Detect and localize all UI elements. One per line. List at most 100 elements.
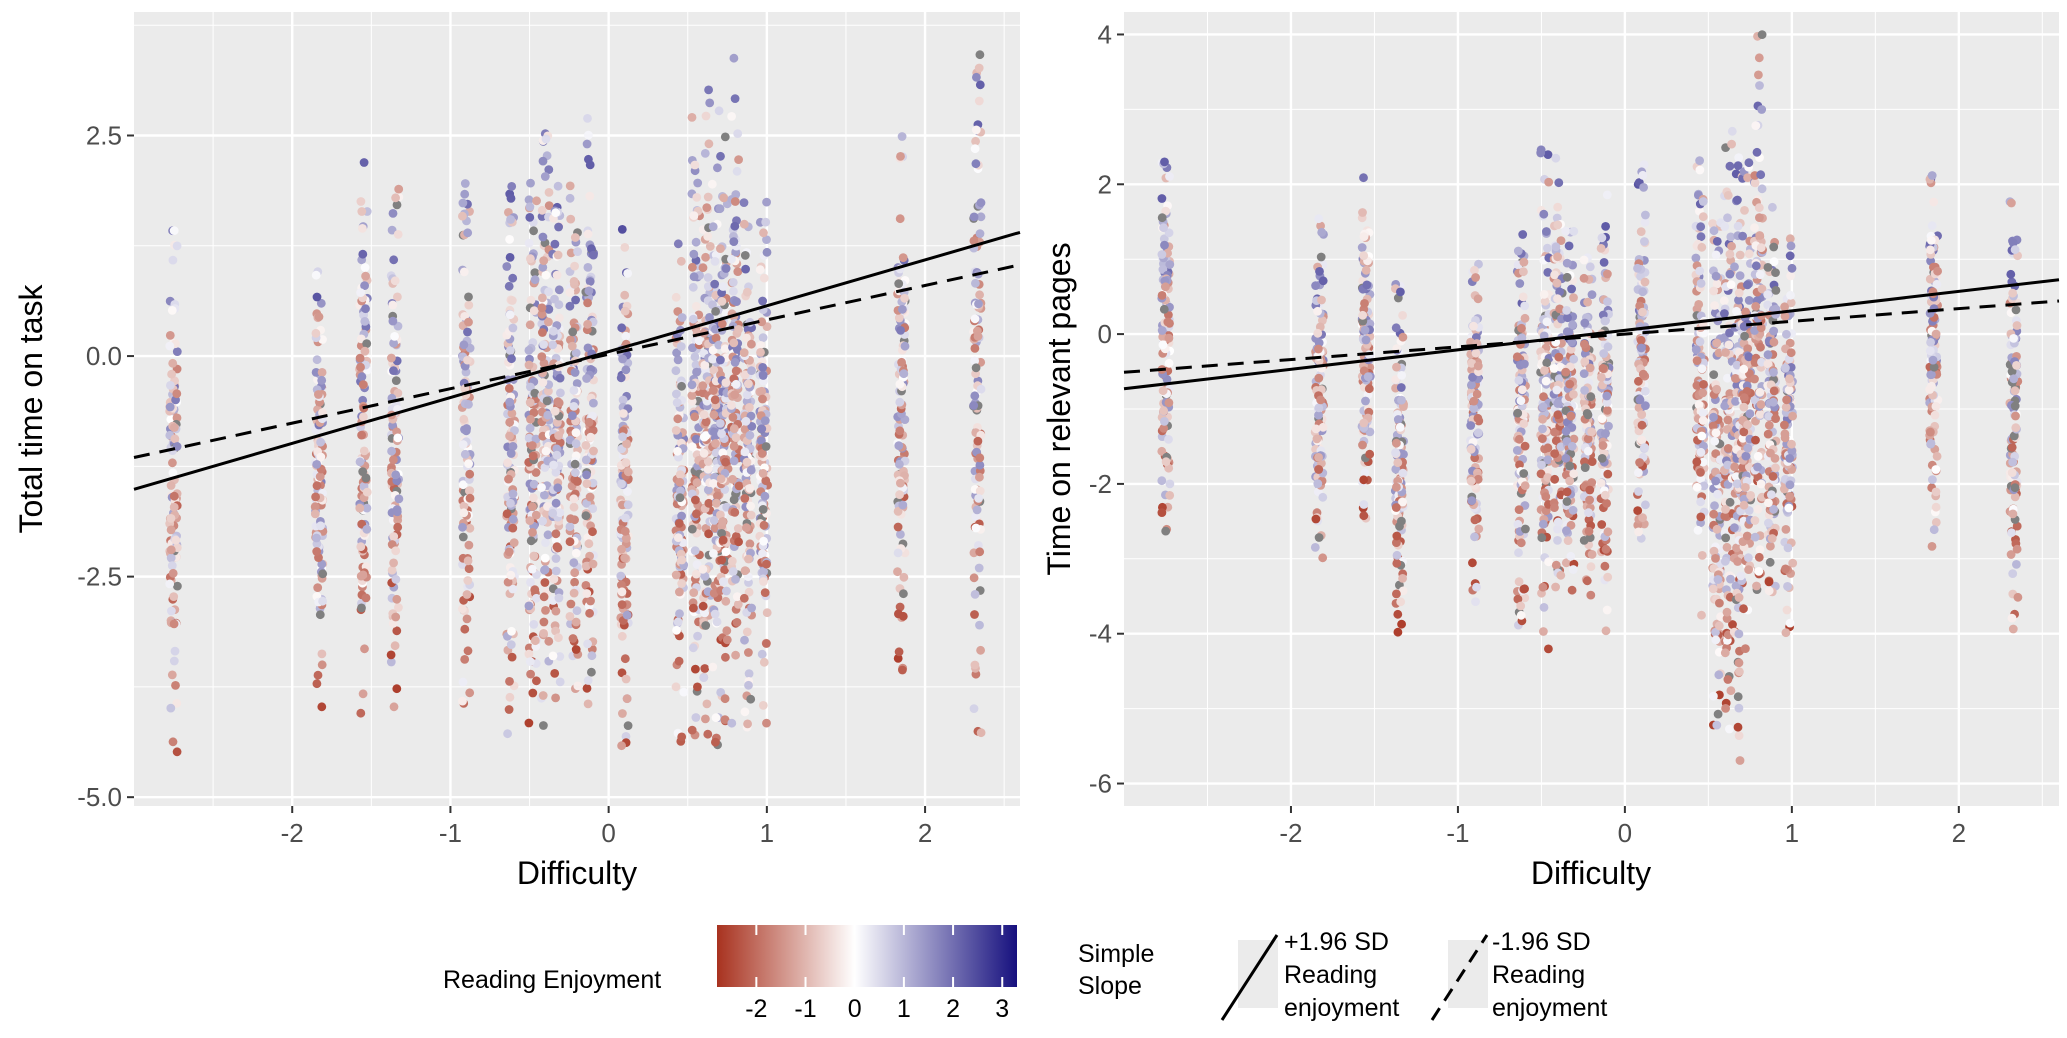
data-point: [556, 678, 565, 687]
data-point: [1696, 497, 1705, 506]
data-point: [622, 675, 631, 684]
data-point: [1162, 457, 1171, 466]
data-point: [313, 679, 322, 688]
data-point: [1467, 445, 1476, 454]
data-point: [1474, 428, 1483, 437]
data-point: [1519, 293, 1528, 302]
data-point: [1699, 380, 1708, 389]
data-point: [357, 197, 366, 206]
data-point: [387, 354, 396, 363]
data-point: [1165, 172, 1174, 181]
data-point: [1755, 231, 1764, 240]
data-point: [165, 580, 174, 589]
data-point: [618, 632, 627, 641]
data-point: [1365, 384, 1374, 393]
data-point: [166, 381, 175, 390]
data-point: [464, 318, 473, 327]
data-point: [583, 640, 592, 649]
data-point: [507, 640, 516, 649]
data-point: [741, 251, 750, 260]
data-point: [1539, 583, 1548, 592]
data-point: [167, 526, 176, 535]
data-point: [1164, 435, 1173, 444]
data-point: [624, 500, 633, 509]
data-point: [168, 359, 177, 368]
data-point: [1553, 252, 1562, 261]
data-point: [1742, 452, 1751, 461]
data-point: [1732, 307, 1741, 316]
data-point: [391, 470, 400, 479]
data-point: [391, 613, 400, 622]
data-point: [1471, 516, 1480, 525]
data-point: [1563, 259, 1572, 268]
data-point: [759, 701, 768, 710]
data-point: [1580, 256, 1589, 265]
data-point: [688, 525, 697, 534]
data-point: [1754, 505, 1763, 514]
data-point: [1638, 171, 1647, 180]
data-point: [392, 376, 401, 385]
data-point: [673, 414, 682, 423]
data-point: [976, 487, 985, 496]
data-point: [539, 691, 548, 700]
data-point: [623, 611, 632, 620]
data-point: [1472, 349, 1481, 358]
data-point: [1314, 465, 1323, 474]
data-point: [1734, 153, 1743, 162]
data-point: [357, 431, 366, 440]
data-point: [1720, 222, 1729, 231]
data-point: [508, 653, 517, 662]
data-point: [1766, 449, 1775, 458]
data-point: [1520, 584, 1529, 593]
data-point: [1721, 505, 1730, 514]
data-point: [507, 182, 516, 191]
data-point: [510, 538, 519, 547]
data-point: [621, 307, 630, 316]
data-point: [537, 483, 546, 492]
data-point: [582, 441, 591, 450]
data-point: [1554, 178, 1563, 187]
data-point: [1470, 397, 1479, 406]
data-point: [525, 650, 534, 659]
data-point: [461, 179, 470, 188]
data-point: [1397, 517, 1406, 526]
data-point: [1634, 468, 1643, 477]
data-point: [361, 304, 370, 313]
data-point: [701, 621, 710, 630]
data-point: [582, 374, 591, 383]
data-point: [531, 636, 540, 645]
data-point: [729, 278, 738, 287]
data-point: [677, 733, 686, 742]
data-point: [391, 546, 400, 555]
data-point: [459, 533, 468, 542]
data-point: [1754, 452, 1763, 461]
data-point: [1770, 387, 1779, 396]
data-point: [710, 280, 719, 289]
data-point: [1392, 503, 1401, 512]
data-point: [1725, 725, 1734, 734]
data-point: [1602, 545, 1611, 554]
data-point: [758, 650, 767, 659]
data-point: [359, 571, 368, 580]
data-point: [573, 606, 582, 615]
data-point: [503, 458, 512, 467]
data-point: [1771, 414, 1780, 423]
data-point: [977, 385, 986, 394]
data-point: [389, 255, 398, 264]
data-point: [1160, 241, 1169, 250]
y-tick-label: 0.0: [86, 341, 122, 371]
data-point: [711, 439, 720, 448]
data-point: [692, 193, 701, 202]
data-point: [529, 620, 538, 629]
data-point: [1736, 271, 1745, 280]
data-point: [1697, 432, 1706, 441]
y-tick-label: -5.0: [77, 782, 122, 812]
data-point: [730, 222, 739, 231]
data-point: [393, 507, 402, 516]
data-point: [1641, 387, 1650, 396]
data-point: [1735, 658, 1744, 667]
data-point: [760, 521, 769, 530]
data-point: [566, 514, 575, 523]
data-point: [1640, 443, 1649, 452]
